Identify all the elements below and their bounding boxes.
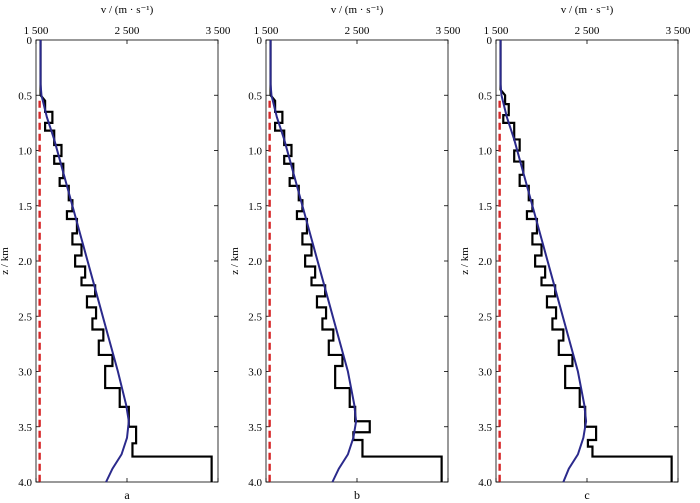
y-axis-title: z / km — [459, 247, 471, 275]
plot-frame — [495, 39, 679, 483]
panel-b: 1 500 2 500 3 500 0 0.5 1.0 1.5 2.0 2.5 3.0 3.5 4.0… — [229, 4, 461, 502]
x-axis-title: v / (m · s⁻¹) — [101, 4, 154, 16]
y-axis-title: z / km — [229, 247, 241, 275]
y-tick-label: 4.0 — [478, 477, 492, 489]
x-tick-label: 2 500 — [115, 25, 140, 37]
y-axis-title: z / km — [0, 247, 11, 275]
y-tick-label: 0.5 — [18, 90, 32, 102]
x-tick-label: 2 500 — [575, 25, 600, 37]
y-tick-label: 3.5 — [478, 422, 492, 434]
y-tick-label: 2.5 — [248, 311, 262, 323]
y-tick-label: 2.5 — [18, 311, 32, 323]
y-tick-label: 3.0 — [18, 367, 32, 379]
panel-label: a — [124, 488, 130, 502]
y-tick-label: 1.0 — [18, 146, 32, 158]
panel-label: c — [584, 488, 589, 502]
y-tick-label: 0.5 — [478, 90, 492, 102]
y-tick-label: 2.5 — [478, 311, 492, 323]
series-true-model — [269, 40, 443, 482]
y-tick-label: 3.5 — [18, 422, 32, 434]
series-inverted-model — [269, 40, 358, 483]
y-tick-label: 1.5 — [478, 201, 492, 213]
y-tick-label: 0 — [257, 35, 263, 47]
x-tick-label: 2 500 — [345, 25, 370, 37]
x-axis-title: v / (m · s⁻¹) — [331, 4, 384, 16]
y-tick-label: 1.0 — [248, 146, 262, 158]
panel-c: 1 500 2 500 3 500 0 0.5 1.0 1.5 2.0 2.5 3.0 3.5 4.0… — [459, 4, 691, 502]
y-tick-label: 1.5 — [18, 201, 32, 213]
y-tick-label: 3.0 — [478, 367, 492, 379]
series-inverted-model — [39, 40, 130, 483]
panel-label: b — [354, 488, 360, 502]
panel-a: 1 500 2 500 3 500 0 0.5 1.0 1.5 2.0 2.5 3.0 3.5 4.0… — [0, 4, 231, 502]
x-tick-label: 3 500 — [436, 25, 461, 37]
x-tick-label: 1 500 — [254, 25, 279, 37]
x-tick-label: 1 500 — [24, 25, 49, 37]
y-tick-label: 3.0 — [248, 367, 262, 379]
series-inverted-model — [499, 40, 588, 483]
x-tick-label: 3 500 — [206, 25, 231, 37]
y-tick-label: 2.0 — [18, 256, 32, 268]
y-tick-label: 1.5 — [248, 201, 262, 213]
y-tick-label: 0.5 — [248, 90, 262, 102]
y-tick-label: 2.0 — [478, 256, 492, 268]
y-tick-label: 1.0 — [478, 146, 492, 158]
x-tick-label: 3 500 — [666, 25, 691, 37]
y-tick-label: 4.0 — [248, 477, 262, 489]
x-axis-title: v / (m · s⁻¹) — [561, 4, 614, 16]
y-tick-label: 3.5 — [248, 422, 262, 434]
x-tick-label: 1 500 — [484, 25, 509, 37]
y-tick-label: 0 — [27, 35, 33, 47]
plot-frame — [265, 39, 449, 483]
y-tick-label: 0 — [487, 35, 493, 47]
y-tick-label: 2.0 — [248, 256, 262, 268]
series-true-model — [39, 40, 213, 482]
y-tick-label: 4.0 — [18, 477, 32, 489]
series-true-model — [499, 40, 673, 482]
